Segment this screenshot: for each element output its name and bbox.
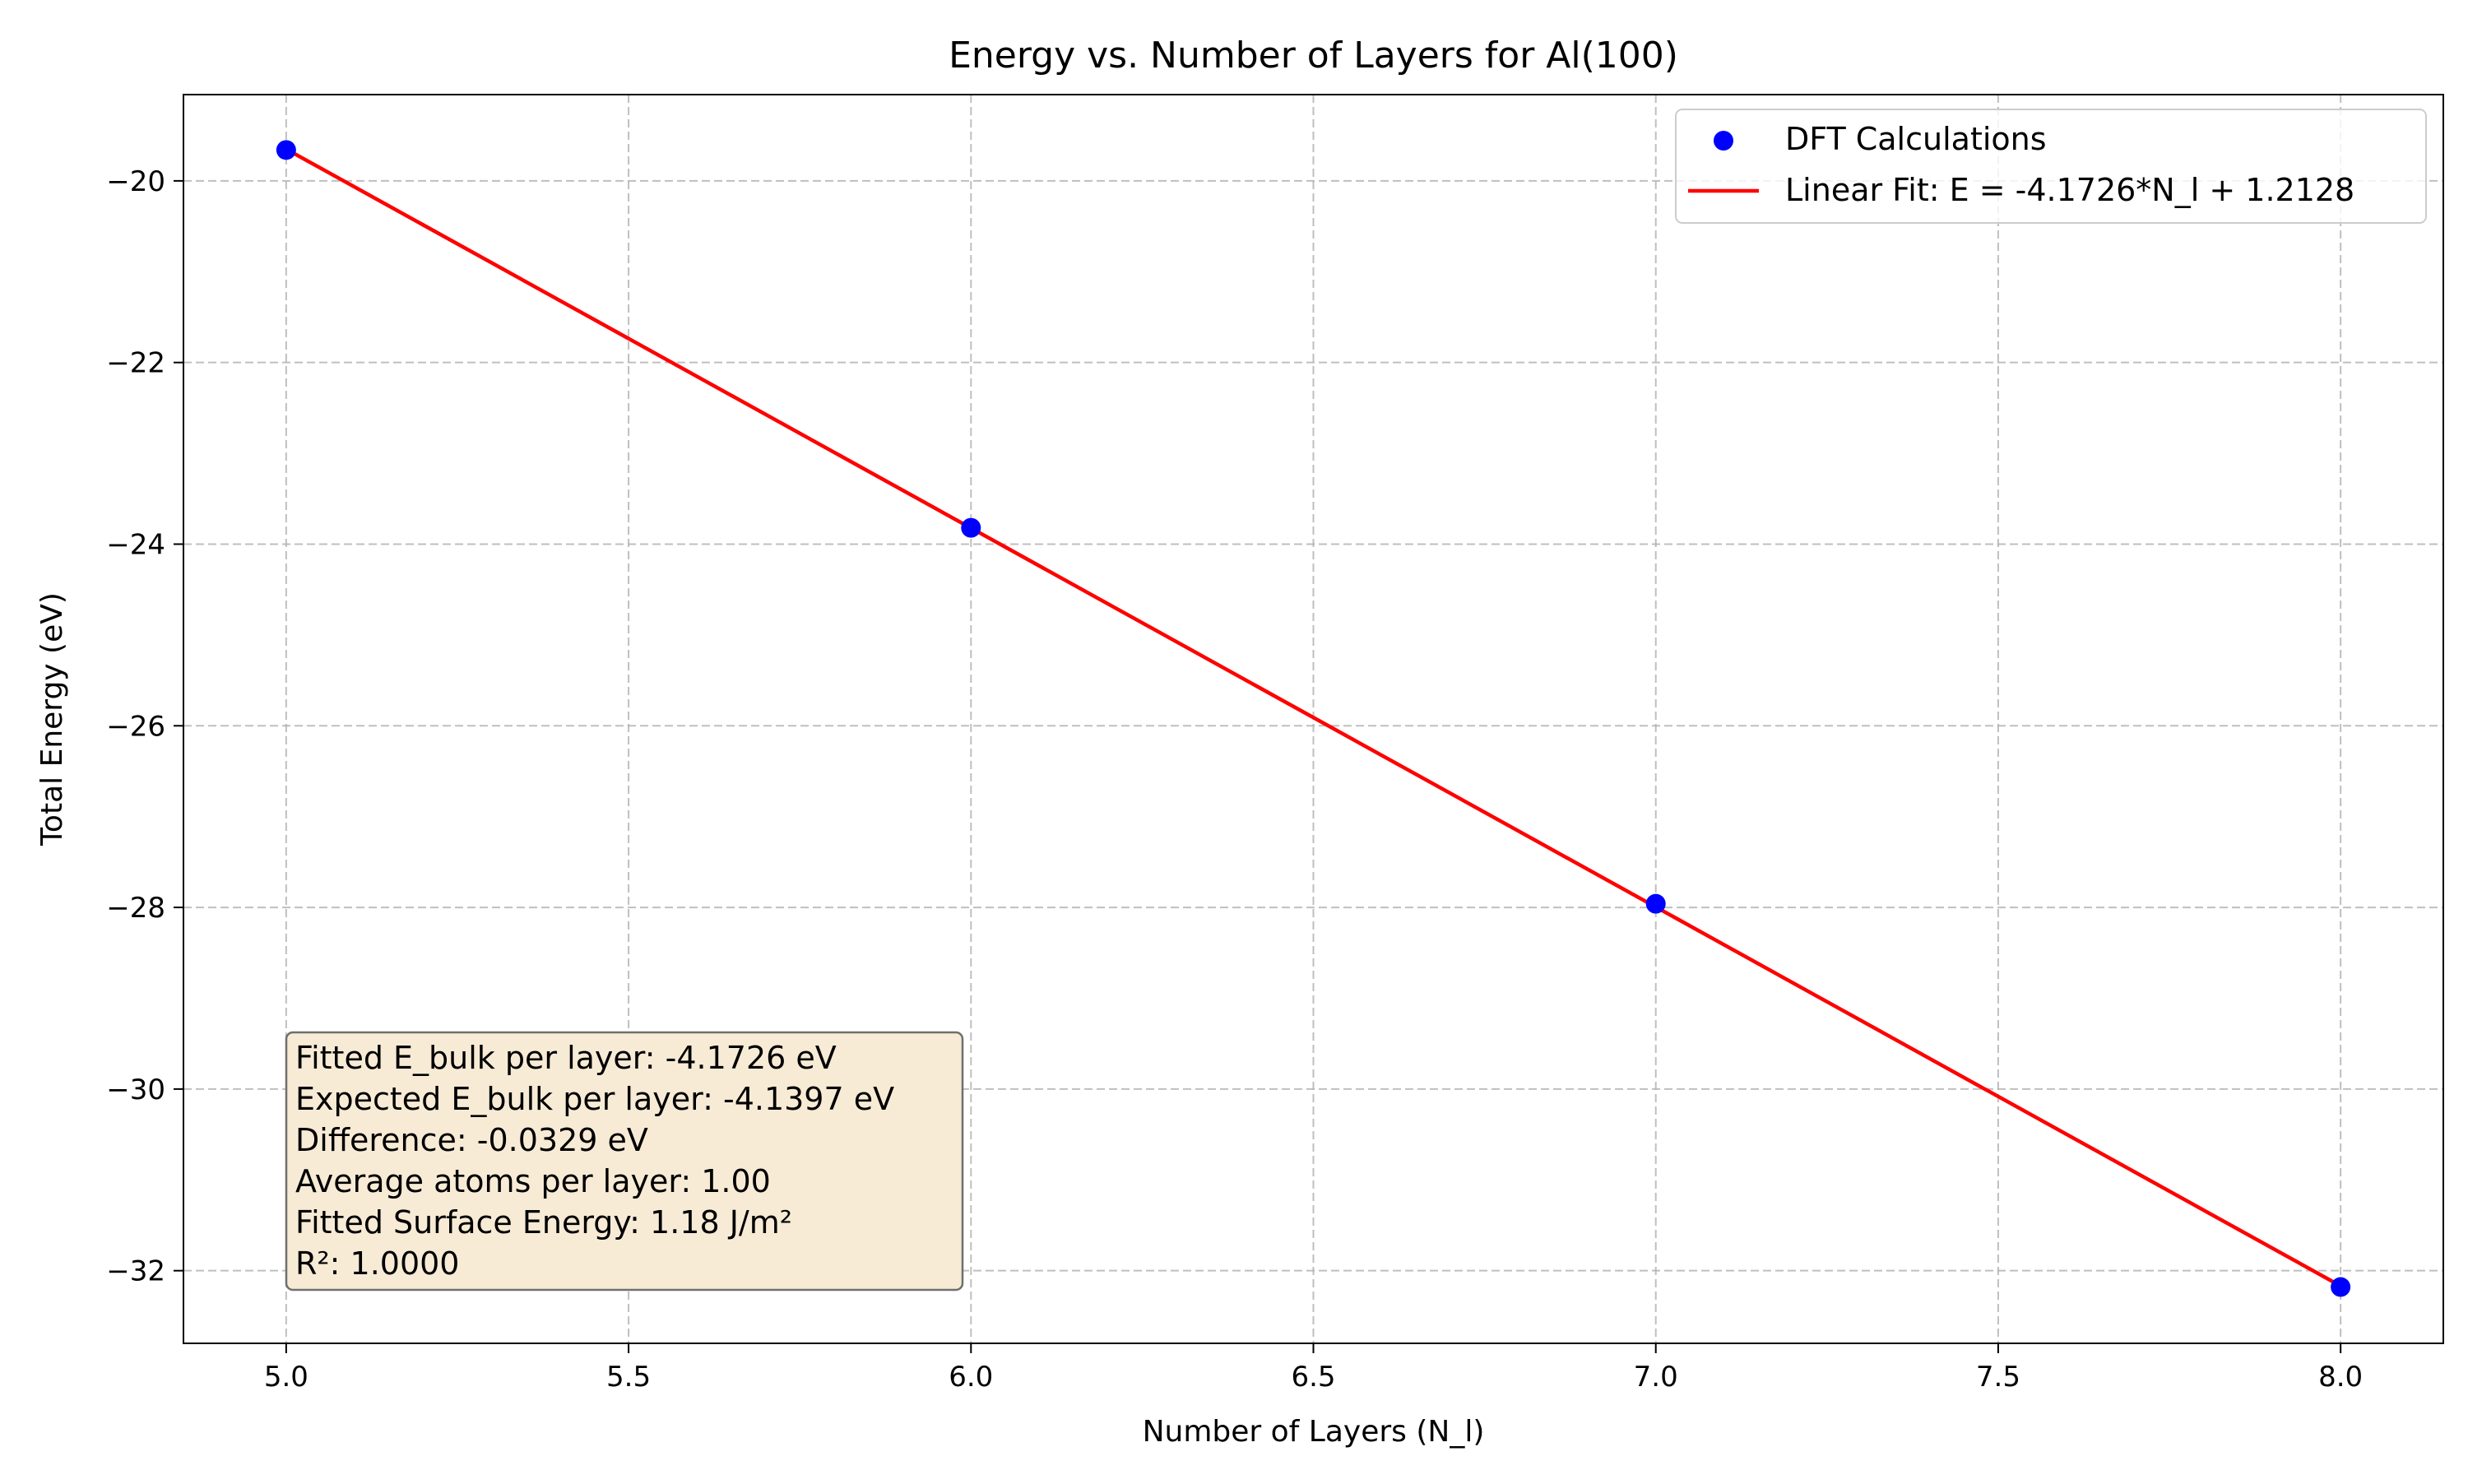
x-tick-label: 8.0	[2318, 1361, 2363, 1394]
annotation-line-expected-ebulk: Expected E_bulk per layer: -4.1397 eV	[295, 1081, 894, 1117]
annotation-line-surface-energy: Fitted Surface Energy: 1.18 J/m²	[295, 1204, 792, 1241]
annotation-line-difference: Difference: -0.0329 eV	[295, 1122, 648, 1158]
y-tick-label: −28	[106, 892, 165, 925]
y-tick-label: −20	[106, 165, 165, 198]
data-point	[1645, 893, 1666, 914]
x-axis-ticks: 5.0 5.5 6.0 6.5 7.0 7.5 8.0	[264, 1343, 2363, 1394]
y-tick-label: −26	[106, 710, 165, 743]
legend-label-linear-fit: Linear Fit: E = -4.1726*N_l + 1.2128	[1785, 172, 2354, 208]
linear-fit-line	[285, 147, 2342, 1288]
x-tick-label: 7.5	[1976, 1361, 2020, 1394]
data-point	[961, 517, 981, 538]
legend-label-dft: DFT Calculations	[1785, 121, 2047, 157]
legend-marker-dft	[1714, 131, 1733, 151]
y-axis-ticks: −20 −22 −24 −26 −28 −30 −32	[106, 165, 183, 1288]
y-tick-label: −22	[106, 347, 165, 380]
data-point	[2331, 1277, 2351, 1297]
x-tick-label: 6.0	[949, 1361, 993, 1394]
x-tick-label: 7.0	[1634, 1361, 1678, 1394]
annotation-box: Fitted E_bulk per layer: -4.1726 eV Expe…	[285, 1031, 964, 1292]
annotation-line-fitted-ebulk: Fitted E_bulk per layer: -4.1726 eV	[295, 1040, 837, 1076]
annotation-background	[285, 1031, 964, 1292]
y-tick-label: −24	[106, 528, 165, 561]
x-tick-label: 5.0	[264, 1361, 308, 1394]
data-point	[276, 140, 296, 160]
y-tick-label: −30	[106, 1074, 165, 1106]
x-tick-label: 5.5	[606, 1361, 651, 1394]
annotation-line-r-squared: R²: 1.0000	[295, 1245, 459, 1282]
scatter-points-layer	[276, 140, 2351, 1297]
x-tick-label: 6.5	[1291, 1361, 1335, 1394]
legend-box	[1675, 109, 2427, 224]
y-tick-label: −32	[106, 1255, 165, 1288]
chart-title: Energy vs. Number of Layers for Al(100)	[949, 35, 1678, 77]
annotation-line-average-atoms: Average atoms per layer: 1.00	[295, 1163, 771, 1199]
y-axis-label: Total Energy (eV)	[35, 592, 69, 846]
fit-line-layer	[285, 147, 2342, 1288]
legend: DFT Calculations Linear Fit: E = -4.1726…	[1675, 109, 2427, 224]
x-axis-label: Number of Layers (N_l)	[1143, 1415, 1485, 1449]
